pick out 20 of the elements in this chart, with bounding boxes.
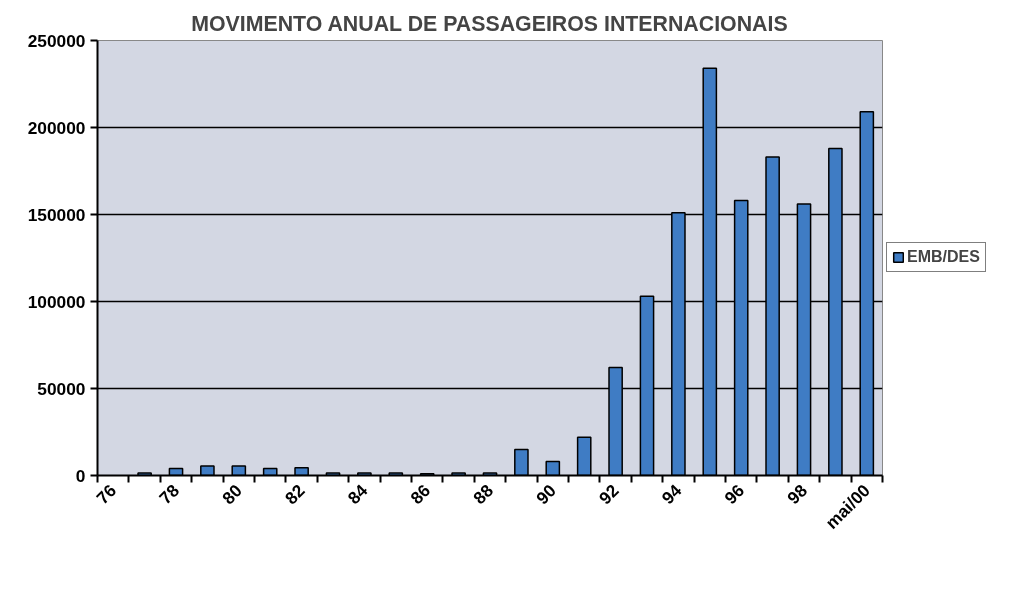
y-tick-label: 150000	[27, 204, 86, 225]
y-tick-label: 200000	[27, 117, 86, 138]
y-tick-label: 250000	[27, 30, 86, 51]
x-tick-label: 76	[92, 480, 121, 509]
y-tick-label: 100000	[27, 291, 86, 312]
x-tick-label: 80	[218, 480, 246, 509]
x-tick-label: 98	[783, 480, 812, 509]
chart-title: MOVIMENTO ANUAL DE PASSAGEIROS INTERNACIONAIS	[191, 11, 788, 36]
y-tick-label: 50000	[37, 378, 86, 399]
x-tick-label: 88	[469, 480, 498, 509]
y-tick-label: 0	[75, 465, 86, 486]
x-tick-label: 90	[532, 480, 560, 509]
x-tick-label: 92	[594, 480, 623, 509]
x-tick-label: 96	[720, 480, 749, 509]
x-tick-label: 78	[155, 480, 184, 509]
legend-label: EMB/DES	[907, 247, 980, 266]
x-tick-label: 84	[343, 480, 372, 509]
x-tick-label: 82	[280, 480, 309, 509]
x-tick-label: 94	[657, 480, 686, 509]
x-tick-label: 86	[406, 480, 435, 509]
